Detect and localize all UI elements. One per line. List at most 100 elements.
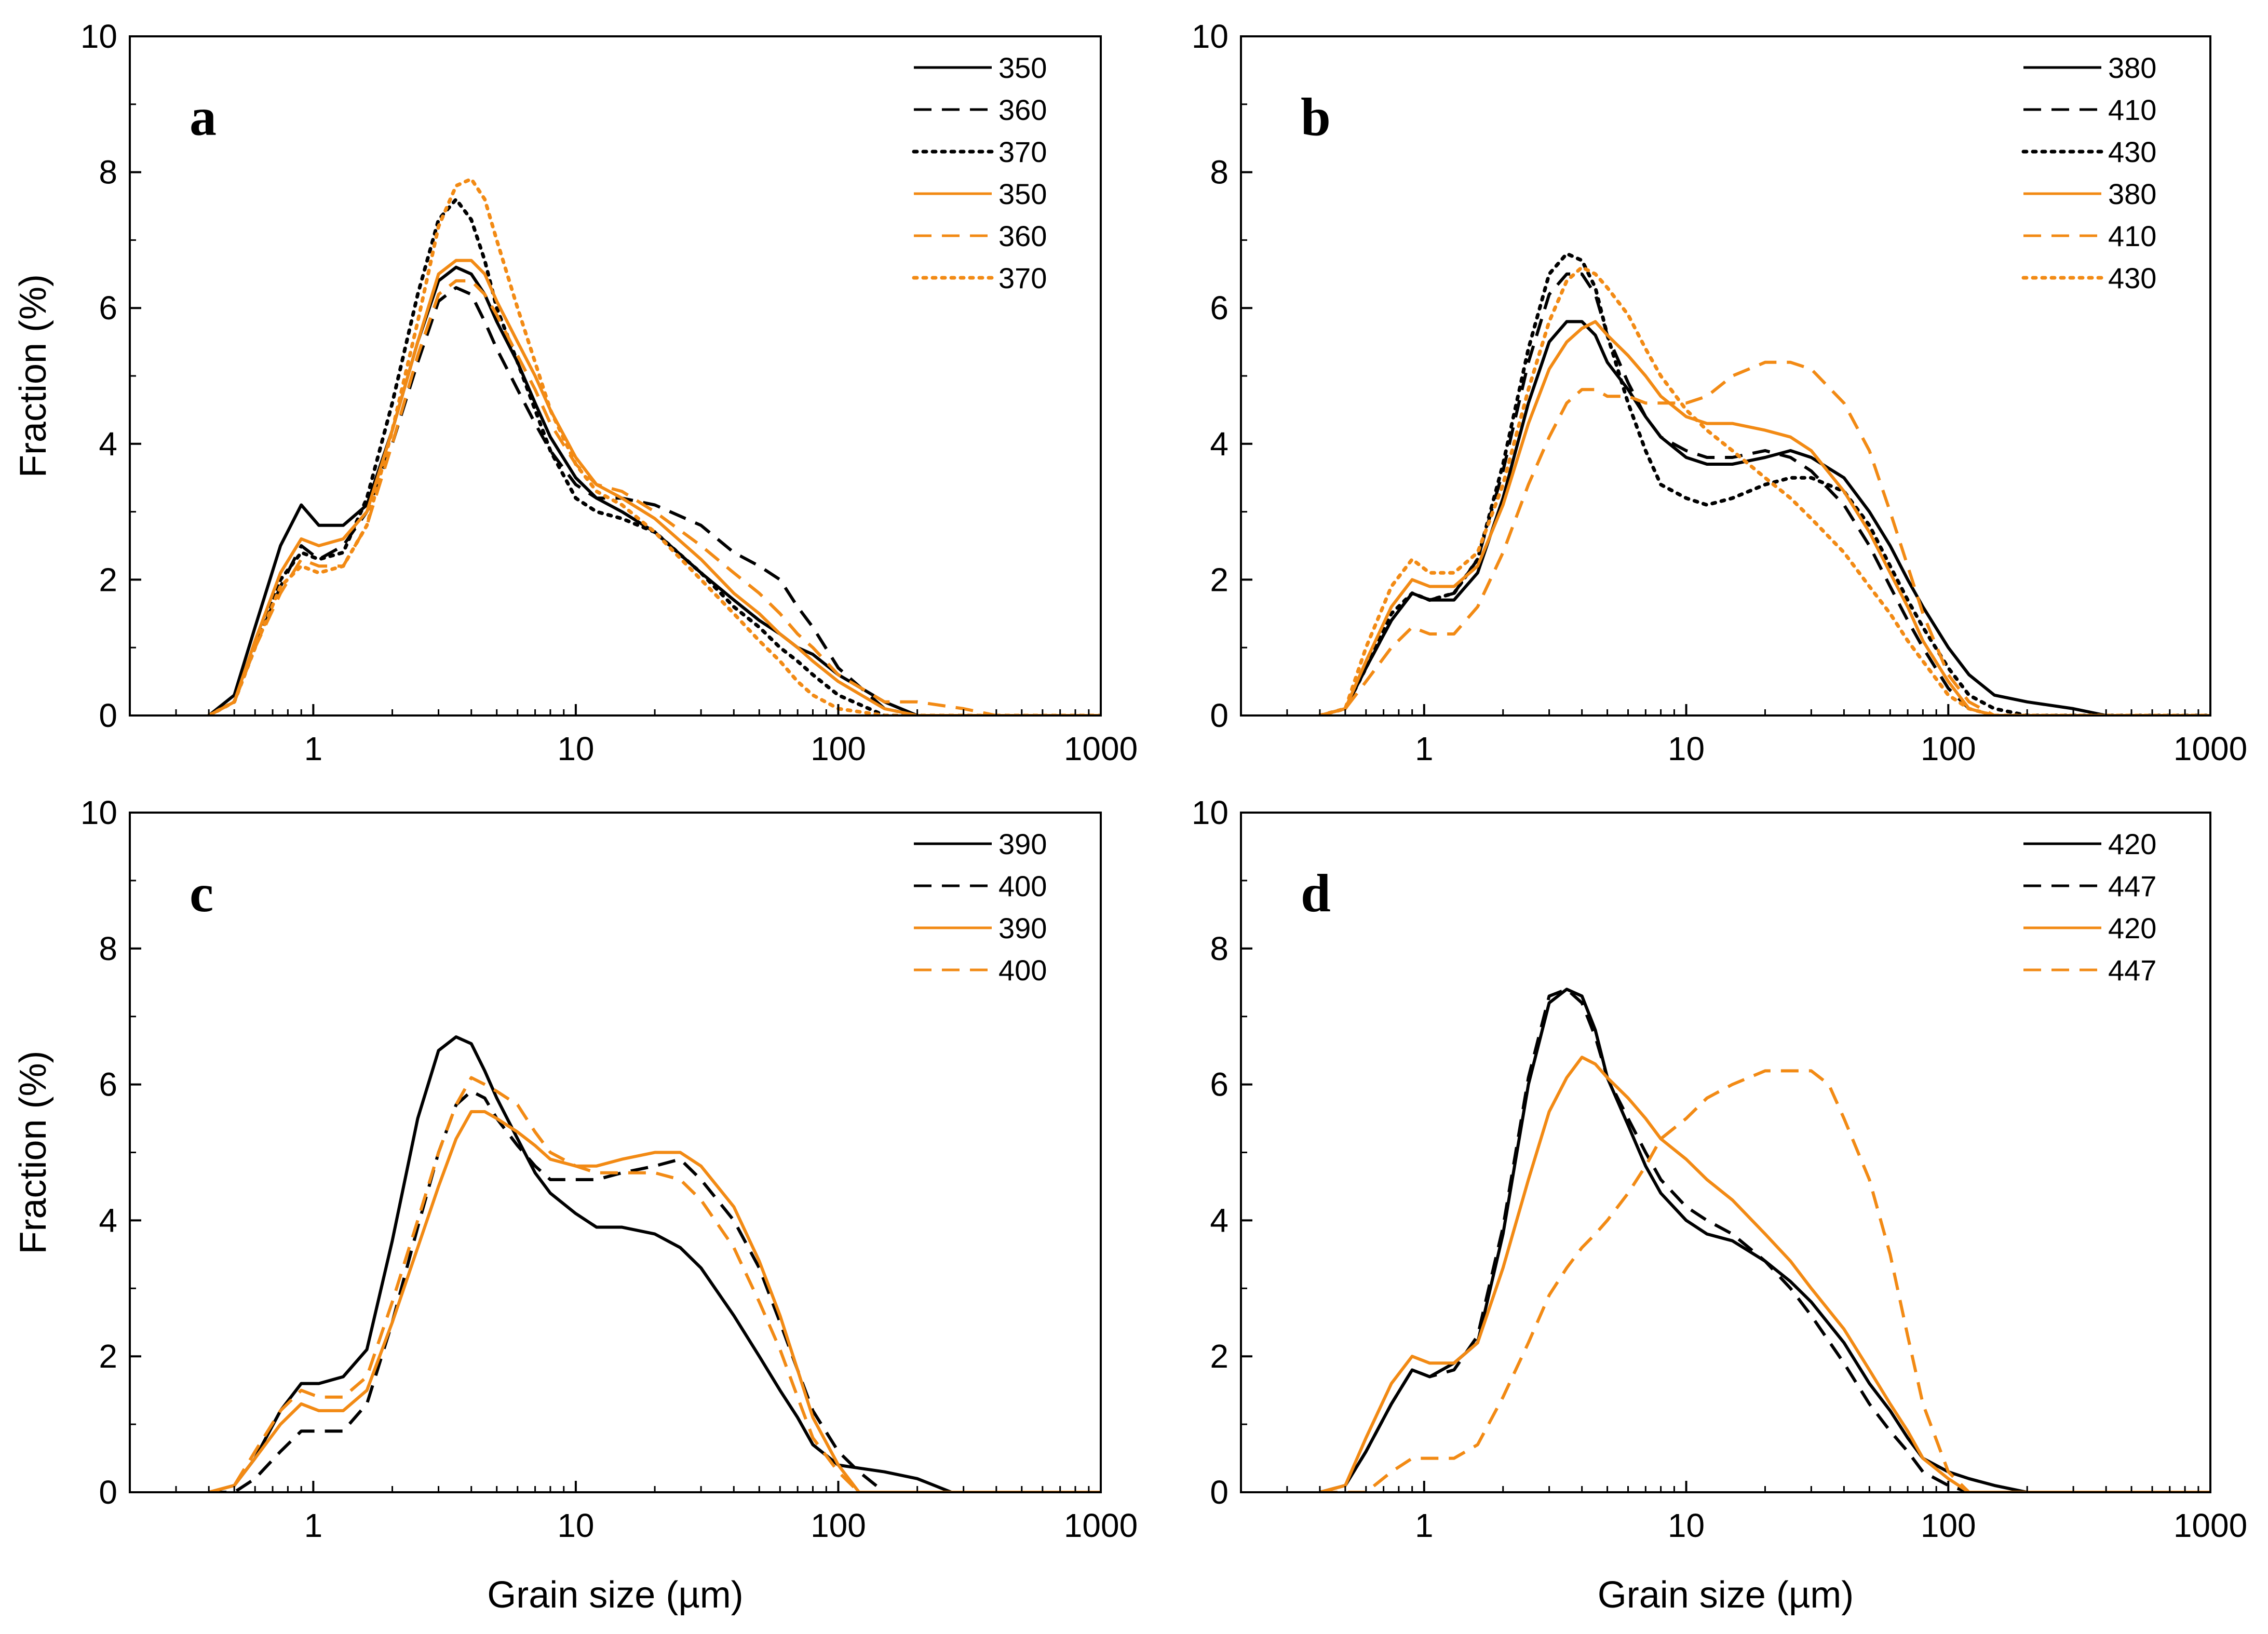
- series-group: [207, 177, 1101, 715]
- y-tick-label: 6: [1210, 1066, 1228, 1103]
- legend: 420 447 420 447: [2023, 828, 2156, 987]
- y-tick-label: 6: [99, 289, 117, 327]
- y-tick-label: 4: [99, 425, 117, 463]
- series-group: [1319, 988, 2210, 1492]
- series-line-orange-solid-420: [1319, 1056, 2210, 1492]
- legend-label: 420: [2108, 828, 2156, 860]
- y-tick-label: 2: [99, 561, 117, 598]
- legend-label: 420: [2108, 912, 2156, 944]
- series-line-black-solid-380: [1319, 320, 2210, 715]
- plot-frame: [129, 812, 1102, 1493]
- y-tick-label: 0: [1210, 697, 1228, 734]
- legend-label: 380: [2108, 51, 2156, 84]
- series-line-orange-dotted-370: [207, 177, 1101, 715]
- y-tick-label: 0: [1210, 1474, 1228, 1511]
- series-line-orange-dashed-447: [1319, 1069, 2210, 1492]
- series-group: [208, 1035, 1101, 1492]
- x-tick-label: 1000: [1064, 1507, 1138, 1544]
- y-tick-label: 4: [1210, 425, 1228, 463]
- x-axis-title: Grain size (µm): [487, 1574, 744, 1616]
- legend-label: 410: [2108, 93, 2156, 126]
- y-axis-title: Fraction (%): [12, 274, 54, 478]
- series-line-black-solid-350: [208, 265, 1101, 715]
- legend: 380 410 430 380 410 430: [2021, 51, 2156, 294]
- x-tick-label: 1000: [2174, 730, 2247, 767]
- legend-label: 410: [2108, 220, 2156, 252]
- legend-label: 390: [998, 828, 1047, 860]
- series-group: [1318, 252, 2210, 715]
- legend-label: 430: [2108, 136, 2156, 168]
- legend-label: 390: [998, 912, 1047, 944]
- plot-frame: [1240, 812, 2211, 1493]
- series-line-black-dashed-447: [1319, 988, 2210, 1492]
- series-line-black-solid-390: [208, 1035, 1101, 1492]
- panel-b: 0 2 4 6 8 10 1 10 100 1000 b 380 410 430 380 410 430: [1192, 18, 2247, 767]
- plot-frame: [1240, 35, 2211, 717]
- series-line-black-dotted-430: [1318, 252, 2210, 715]
- series-line-black-dotted-370: [207, 197, 1101, 715]
- panel-letter: b: [1301, 87, 1331, 147]
- y-tick-label: 10: [1192, 18, 1228, 55]
- x-tick-label: 1000: [2174, 1507, 2247, 1544]
- legend-label: 360: [998, 220, 1047, 252]
- panel-letter: a: [190, 87, 217, 147]
- legend-label: 430: [2108, 262, 2156, 294]
- series-line-orange-dashed-360: [208, 279, 1101, 715]
- plot-frame: [129, 35, 1102, 717]
- y-tick-label: 10: [80, 18, 117, 55]
- x-tick-label: 10: [1668, 730, 1705, 767]
- legend-label: 370: [998, 262, 1047, 294]
- y-tick-label: 6: [99, 1066, 117, 1103]
- panel-c: 0 2 4 6 8 10 1 10 100 1000 Fraction (%) Grain size …: [12, 794, 1138, 1616]
- x-tick-label: 100: [811, 730, 866, 767]
- legend: 350 360 370 350 360 370: [912, 51, 1047, 294]
- y-tick-label: 6: [1210, 289, 1228, 327]
- legend-label: 400: [998, 954, 1047, 987]
- y-tick-label: 4: [1210, 1201, 1228, 1239]
- x-tick-label: 10: [1668, 1507, 1705, 1544]
- x-tick-label: 1: [1415, 730, 1434, 767]
- x-tick-label: 1: [304, 1507, 323, 1544]
- y-tick-label: 8: [99, 154, 117, 191]
- legend-label: 447: [2108, 954, 2156, 987]
- series-line-black-dashed-410: [1319, 272, 2210, 715]
- y-tick-label: 10: [1192, 794, 1228, 831]
- y-tick-label: 2: [1210, 1338, 1228, 1375]
- legend-label: 400: [998, 870, 1047, 902]
- x-tick-label: 1: [1415, 1507, 1434, 1544]
- legend: 390 400 390 400: [914, 828, 1047, 987]
- x-tick-label: 10: [557, 730, 594, 767]
- y-tick-label: 8: [1210, 154, 1228, 191]
- legend-label: 380: [2108, 178, 2156, 210]
- x-tick-label: 1000: [1064, 730, 1138, 767]
- legend-label: 350: [998, 178, 1047, 210]
- series-line-orange-solid-380: [1319, 320, 2210, 715]
- x-tick-label: 100: [1921, 730, 1976, 767]
- legend-label: 350: [998, 51, 1047, 84]
- series-line-black-dashed-360: [208, 286, 1101, 715]
- series-line-orange-dashed-410: [1319, 360, 2210, 715]
- panel-letter: d: [1301, 863, 1331, 923]
- y-tick-label: 0: [99, 697, 117, 734]
- series-line-black-solid-420: [1319, 988, 2210, 1492]
- series-line-orange-solid-390: [208, 1110, 1101, 1492]
- x-axis-title: Grain size (µm): [1598, 1574, 1854, 1616]
- legend-label: 370: [998, 136, 1047, 168]
- y-axis-title: Fraction (%): [12, 1050, 54, 1254]
- x-tick-label: 1: [304, 730, 323, 767]
- x-tick-label: 100: [811, 1507, 866, 1544]
- y-tick-label: 2: [99, 1338, 117, 1375]
- y-tick-label: 10: [80, 794, 117, 831]
- panel-letter: c: [190, 863, 213, 923]
- y-tick-label: 8: [99, 930, 117, 967]
- y-tick-label: 2: [1210, 561, 1228, 598]
- legend-label: 360: [998, 93, 1047, 126]
- series-line-orange-dashed-400: [208, 1076, 1101, 1492]
- series-line-orange-solid-350: [208, 259, 1101, 715]
- legend-label: 447: [2108, 870, 2156, 902]
- y-tick-label: 4: [99, 1201, 117, 1239]
- series-line-orange-dotted-430: [1318, 265, 2210, 715]
